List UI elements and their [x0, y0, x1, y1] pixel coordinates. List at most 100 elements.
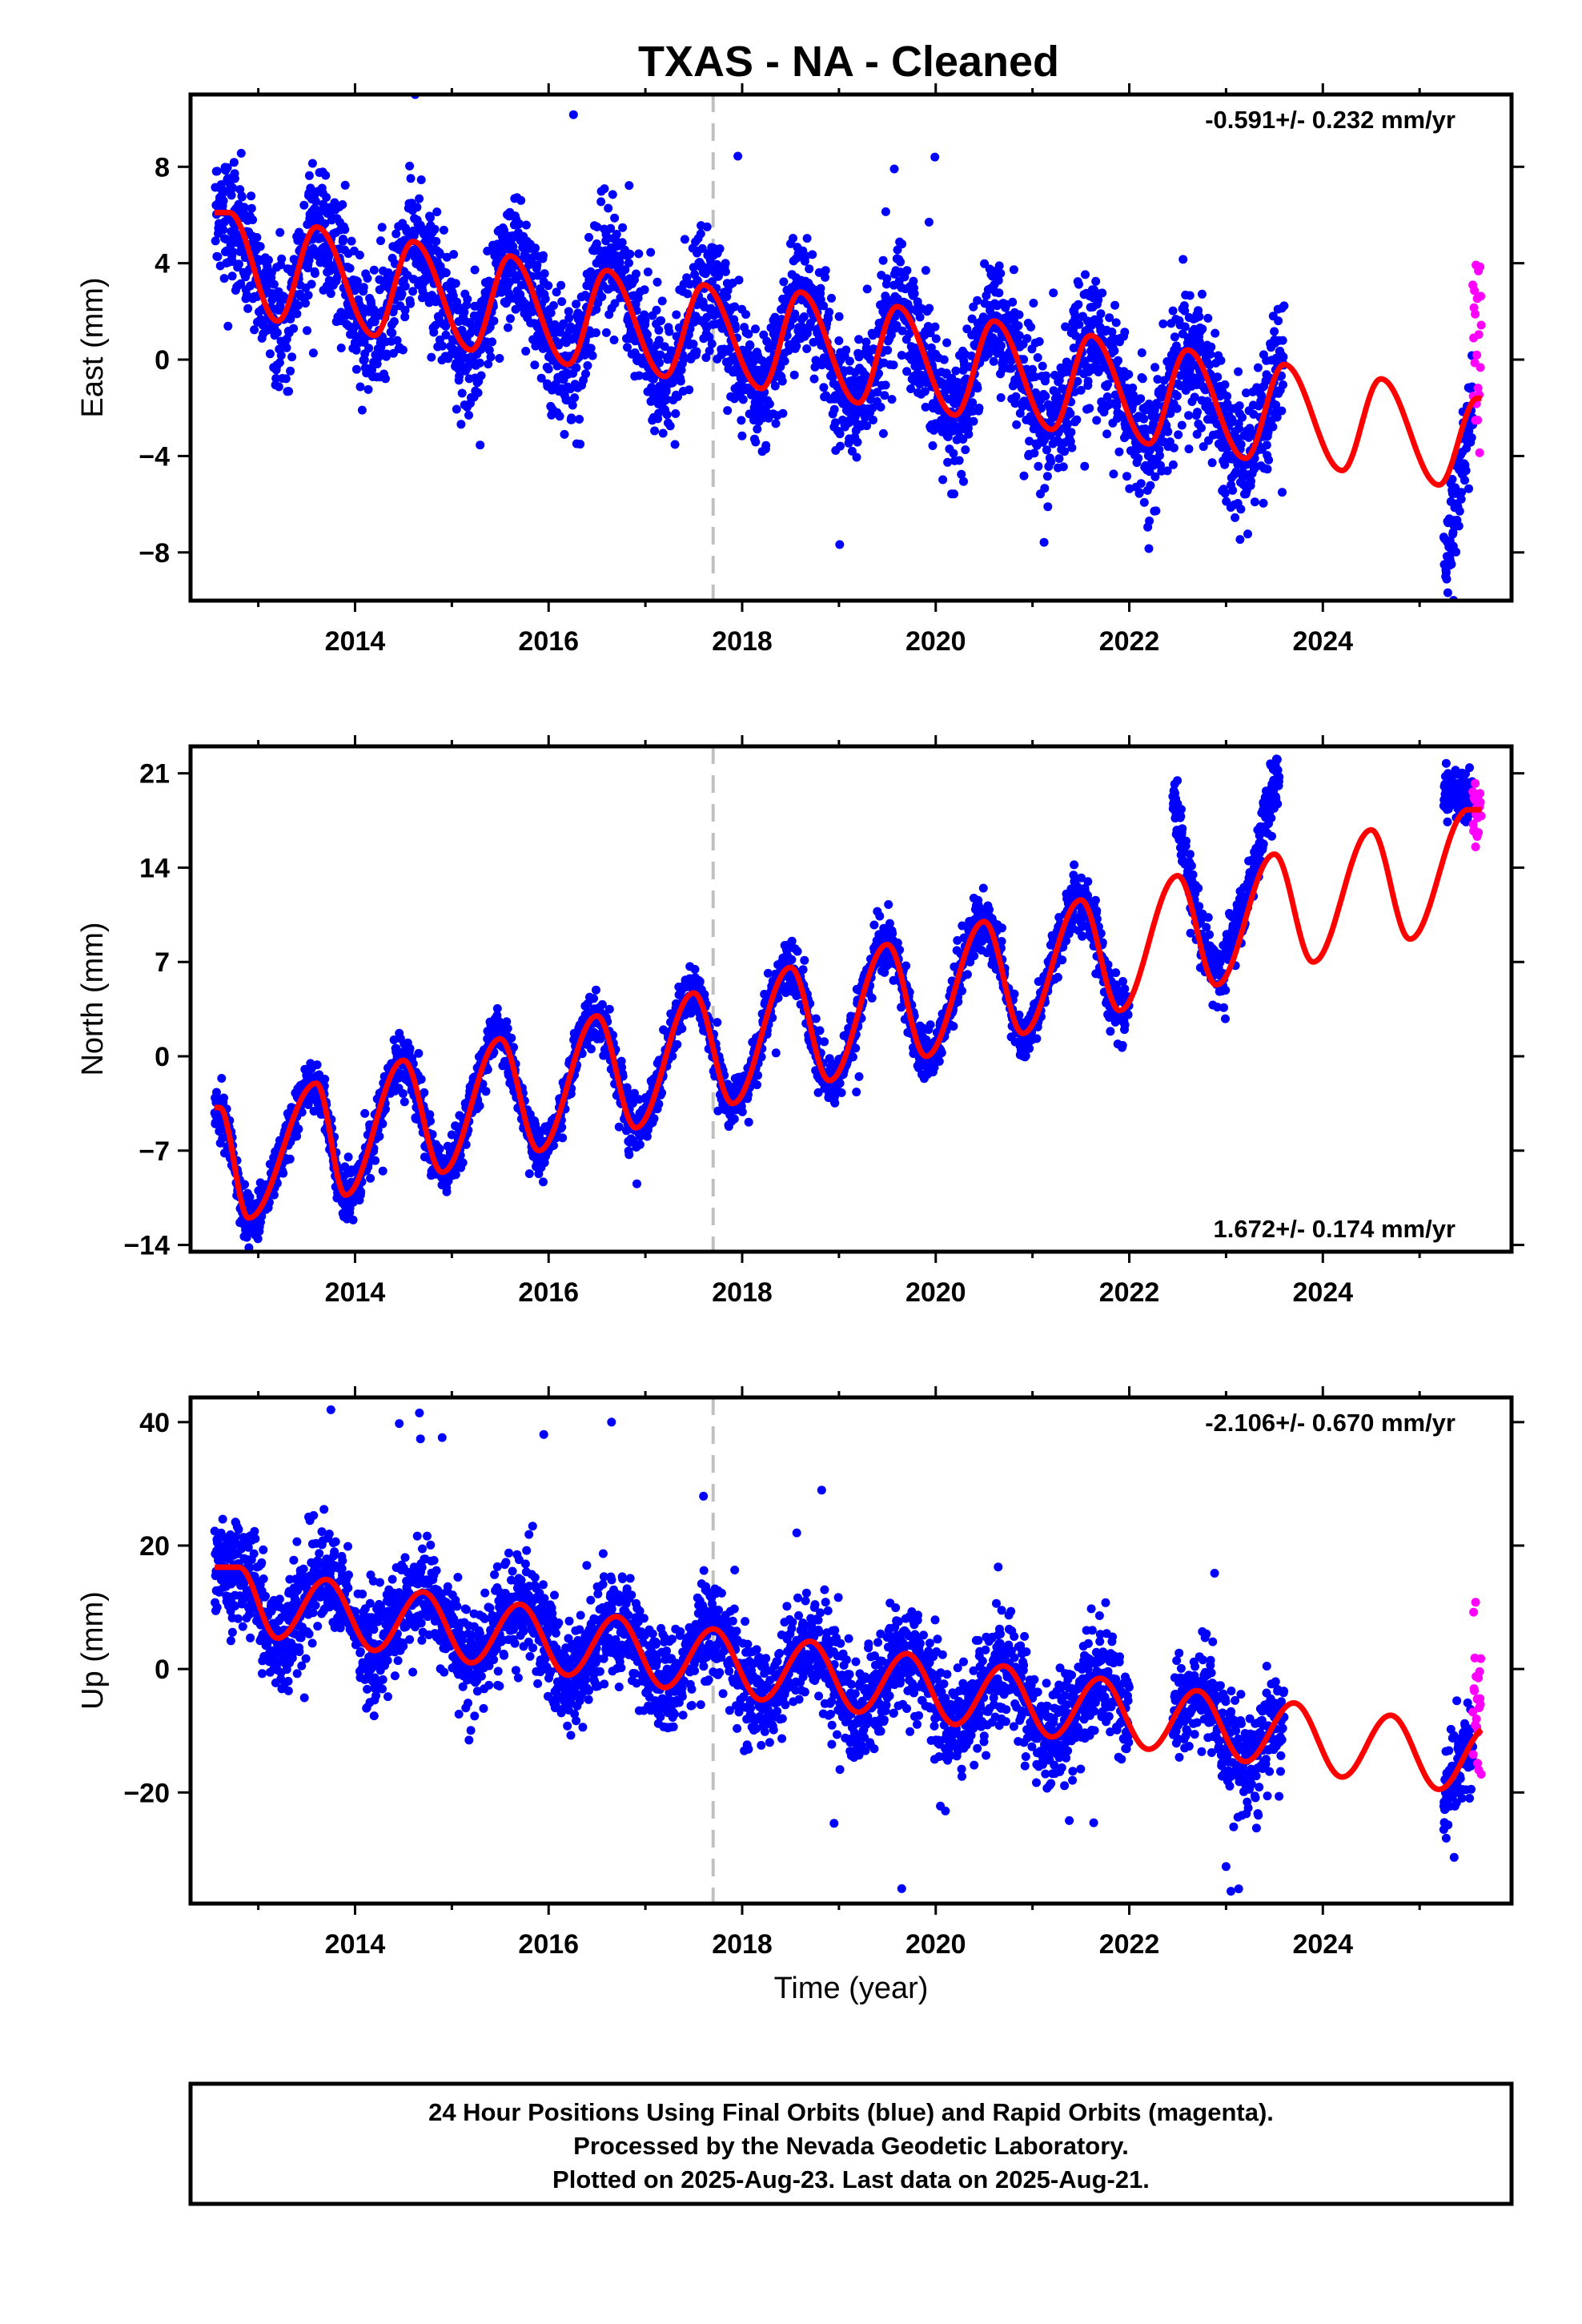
- final-orbit-point: [1081, 270, 1090, 279]
- final-orbit-point: [269, 279, 279, 289]
- final-orbit-point: [1220, 460, 1230, 469]
- final-orbit-point: [1067, 443, 1077, 452]
- final-orbit-point: [389, 1035, 399, 1044]
- final-orbit-point: [483, 1065, 492, 1075]
- final-orbit-point: [237, 192, 247, 202]
- final-orbit-point: [352, 276, 362, 286]
- final-orbit-point: [509, 1043, 518, 1052]
- final-orbit-point: [868, 331, 877, 340]
- final-orbit-point: [589, 994, 598, 1003]
- final-orbit-point: [1177, 420, 1186, 430]
- final-orbit-point: [303, 291, 313, 300]
- final-orbit-point: [253, 1234, 263, 1244]
- final-orbit-point: [223, 163, 232, 172]
- final-orbit-point: [489, 316, 499, 326]
- final-orbit-point: [287, 352, 297, 362]
- final-orbit-point: [502, 1017, 512, 1027]
- final-orbit-point: [973, 296, 982, 305]
- final-orbit-point: [1076, 385, 1086, 395]
- final-orbit-point: [400, 1097, 409, 1107]
- final-orbit-point: [762, 336, 772, 346]
- final-orbit-point: [608, 190, 617, 199]
- final-orbit-point: [560, 429, 569, 439]
- final-orbit-point: [1211, 328, 1220, 338]
- final-orbit-point: [456, 420, 466, 429]
- final-orbit-point: [1441, 568, 1451, 577]
- final-orbit-point: [369, 265, 379, 275]
- final-orbit-point: [470, 265, 480, 275]
- final-orbit-point: [657, 296, 667, 306]
- final-orbit-point: [286, 366, 295, 376]
- final-orbit-point: [673, 392, 682, 401]
- final-orbit-point: [400, 282, 410, 291]
- final-orbit-point: [322, 192, 331, 202]
- final-orbit-point: [1216, 356, 1226, 365]
- rapid-orbit-point: [1476, 363, 1485, 372]
- final-orbit-point: [620, 265, 630, 275]
- final-orbit-point: [1074, 279, 1083, 289]
- final-orbit-point: [1447, 475, 1457, 484]
- final-orbit-point: [753, 424, 762, 434]
- final-orbit-point: [896, 257, 905, 267]
- final-orbit-point: [1072, 415, 1082, 424]
- final-orbit-point: [566, 322, 576, 332]
- final-orbit-point: [835, 429, 845, 439]
- final-orbit-point: [612, 230, 621, 239]
- final-orbit-point: [1279, 352, 1288, 362]
- final-orbit-point: [670, 440, 680, 449]
- final-orbit-point: [745, 409, 754, 419]
- final-orbit-point: [1277, 406, 1287, 416]
- rapid-orbit-point: [1474, 330, 1484, 340]
- final-orbit-point: [321, 171, 331, 180]
- final-orbit-point: [473, 388, 483, 397]
- final-orbit-point: [1235, 424, 1244, 433]
- final-orbit-point: [1151, 506, 1161, 516]
- final-orbit-point: [792, 341, 801, 351]
- final-orbit-point: [1253, 363, 1263, 372]
- final-orbit-point: [943, 457, 953, 467]
- final-orbit-point: [279, 1168, 288, 1178]
- final-orbit-point: [1033, 353, 1042, 362]
- final-orbit-point: [549, 301, 558, 310]
- final-orbit-point: [1073, 376, 1082, 386]
- final-orbit-point: [546, 308, 556, 318]
- final-orbit-point: [819, 301, 829, 311]
- final-orbit-point: [778, 408, 788, 418]
- final-orbit-point: [1150, 472, 1160, 481]
- final-orbit-point: [909, 289, 919, 299]
- final-orbit-point: [235, 185, 245, 195]
- final-orbit-point: [227, 191, 236, 200]
- final-orbit-point: [821, 272, 830, 282]
- final-orbit-point: [297, 1108, 307, 1117]
- final-orbit-point: [1220, 489, 1230, 498]
- x-tick-label: 2018: [712, 626, 773, 657]
- final-orbit-point: [624, 181, 634, 191]
- final-orbit-point: [889, 360, 898, 370]
- final-orbit-point: [737, 431, 747, 440]
- final-orbit-point: [392, 336, 402, 345]
- final-orbit-point: [682, 273, 692, 283]
- final-orbit-point: [1114, 447, 1124, 456]
- final-orbit-point: [405, 1043, 415, 1053]
- final-orbit-point: [564, 313, 574, 323]
- final-orbit-point: [555, 412, 564, 421]
- final-orbit-point: [248, 215, 258, 224]
- final-orbit-point: [1074, 320, 1084, 329]
- final-orbit-point: [679, 279, 689, 289]
- final-orbit-point: [1178, 255, 1188, 264]
- final-orbit-point: [723, 406, 733, 416]
- final-orbit-point: [236, 148, 246, 158]
- final-orbit-point: [1206, 349, 1215, 359]
- final-orbit-point: [575, 415, 584, 424]
- final-orbit-point: [476, 371, 486, 380]
- final-orbit-point: [930, 152, 940, 162]
- final-orbit-point: [958, 435, 968, 444]
- y-tick-label: −8: [139, 538, 170, 569]
- final-orbit-point: [1234, 367, 1243, 376]
- final-orbit-point: [1228, 485, 1238, 495]
- final-orbit-point: [1042, 371, 1050, 380]
- final-orbit-point: [228, 183, 238, 193]
- final-orbit-point: [1180, 306, 1190, 316]
- final-orbit-point: [558, 1133, 568, 1143]
- final-orbit-point: [618, 223, 628, 232]
